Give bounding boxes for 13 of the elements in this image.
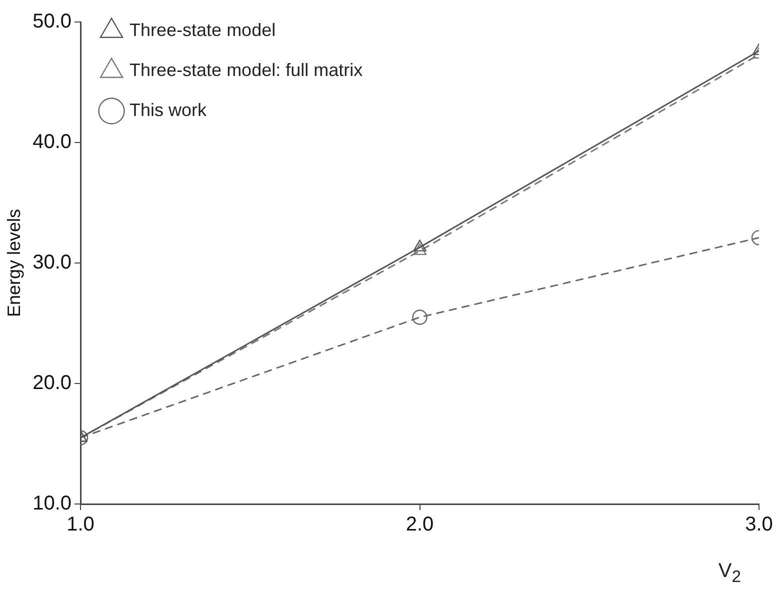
legend-label: This work bbox=[130, 100, 208, 120]
y-tick-label: 50.0 bbox=[32, 10, 72, 33]
y-axis-title: Energy levels bbox=[4, 208, 24, 318]
x-tick-label: 2.0 bbox=[406, 514, 434, 536]
x-tick-label: 3.0 bbox=[745, 514, 773, 536]
y-tick-label: 30.0 bbox=[32, 252, 72, 274]
y-tick-label: 10.0 bbox=[32, 492, 72, 515]
y-tick-label: 40.0 bbox=[32, 131, 72, 154]
legend-label: Three-state model bbox=[130, 20, 276, 40]
y-tick-label: 20.0 bbox=[32, 372, 72, 394]
x-tick-label: 1.0 bbox=[66, 514, 94, 536]
x-axis-title: V$_{2}$ bbox=[718, 560, 741, 587]
legend-label: Three-state model: full matrix bbox=[130, 60, 363, 80]
